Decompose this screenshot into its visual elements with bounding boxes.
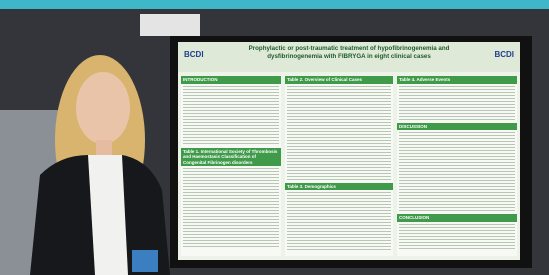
text-block <box>183 86 279 146</box>
face <box>76 72 130 144</box>
text-block <box>399 86 515 121</box>
section-header: Table 4. Adverse Events <box>397 76 517 84</box>
column: Table 4. Adverse Events DISCUSSION CONCL… <box>397 76 517 256</box>
text-block <box>287 192 391 252</box>
logo: BCDI <box>184 50 204 59</box>
text-block <box>399 224 515 249</box>
section-header: CONCLUSION <box>397 214 517 222</box>
text-block <box>399 132 515 212</box>
top-band <box>0 0 549 9</box>
photo-scene: BCDI Prophylactic or post-traumatic trea… <box>0 0 549 275</box>
logo: BCDI <box>494 50 514 59</box>
column: INTRODUCTION Table 1. International Soci… <box>181 76 281 256</box>
section-header: Table 2. Overview of Clinical Cases <box>285 76 393 84</box>
column: Table 2. Overview of Clinical Cases Tabl… <box>285 76 393 256</box>
text-block <box>183 168 279 248</box>
badge <box>132 250 158 272</box>
shirt <box>88 155 128 275</box>
section-header: DISCUSSION <box>397 123 517 131</box>
poster: BCDI Prophylactic or post-traumatic trea… <box>178 42 520 260</box>
section-header: Table 3. Demographics <box>285 183 393 191</box>
poster-title: Prophylactic or post-traumatic treatment… <box>226 45 472 60</box>
sign <box>140 14 200 36</box>
section-header: Table 1. International Society of Thromb… <box>181 148 281 167</box>
text-block <box>287 86 391 181</box>
section-header: INTRODUCTION <box>181 76 281 84</box>
title-bar: BCDI Prophylactic or post-traumatic trea… <box>178 42 520 72</box>
